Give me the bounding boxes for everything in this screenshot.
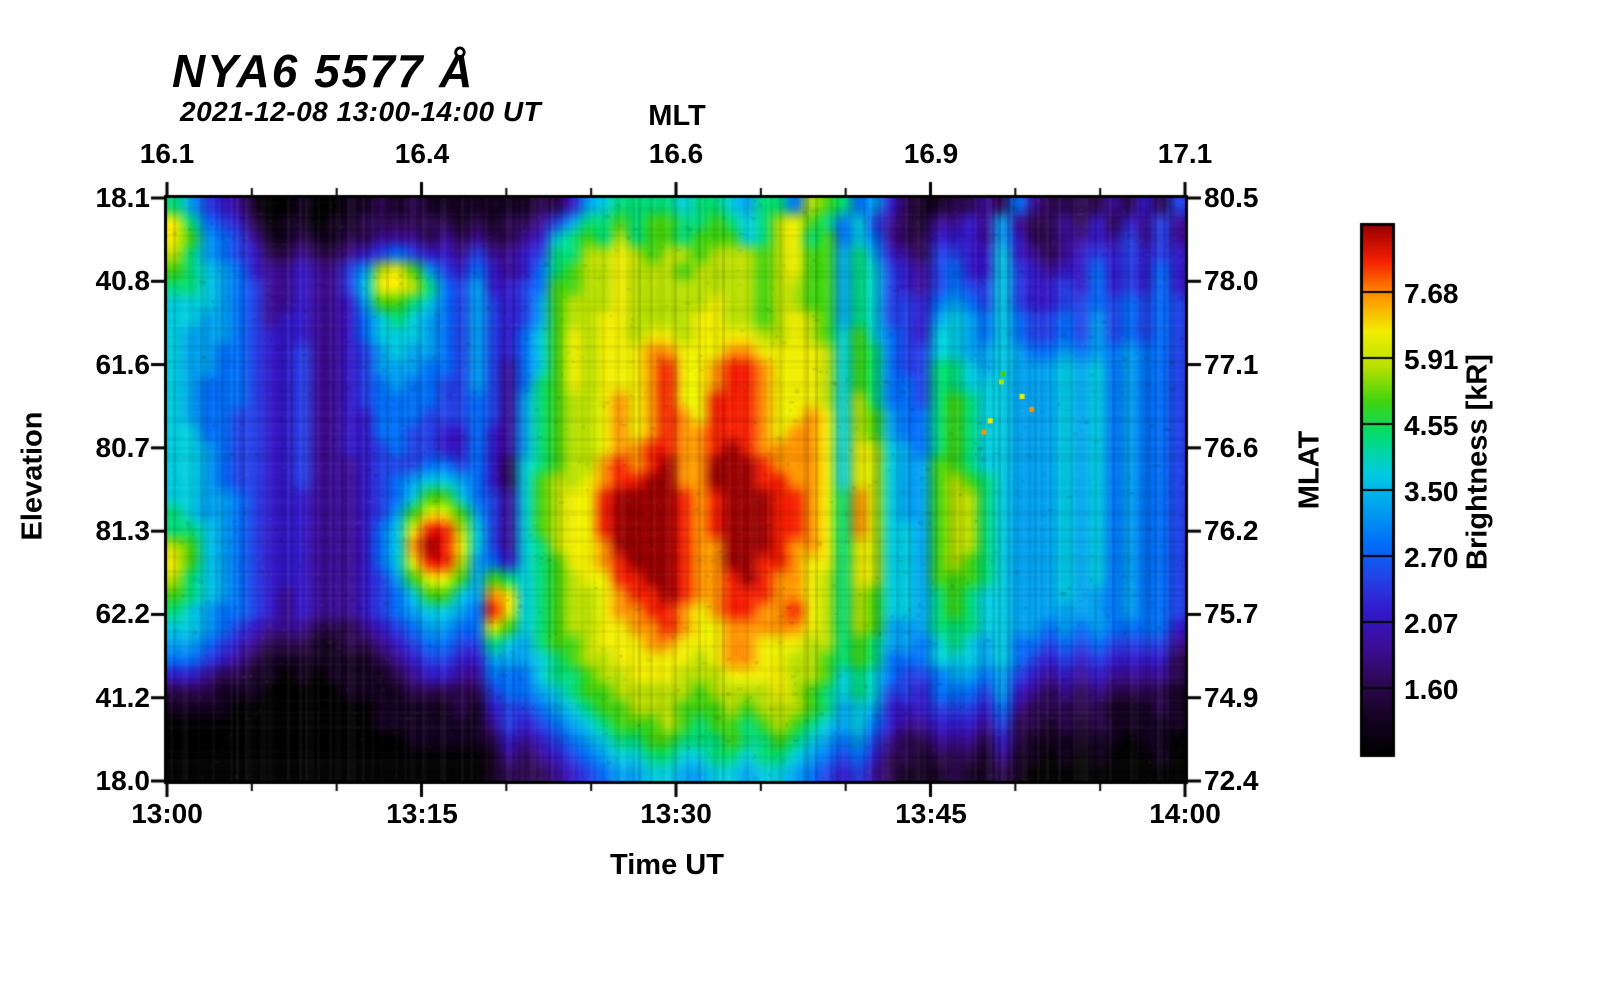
- right-tick-label: 72.4: [1204, 765, 1259, 796]
- right-tick-label: 76.2: [1204, 515, 1259, 546]
- bottom-axis-title: Time UT: [610, 849, 724, 881]
- right-tick-label: 80.5: [1204, 182, 1259, 213]
- colorbar-tick-label: 4.55: [1404, 410, 1459, 441]
- figure-subtitle: 2021-12-08 13:00-14:00 UT: [180, 96, 542, 127]
- top-tick-label: 16.4: [394, 138, 450, 169]
- colorbar-tick-label: 1.60: [1404, 674, 1459, 705]
- right-tick-label: 78.0: [1204, 265, 1259, 296]
- top-tick-label: 17.1: [1157, 138, 1213, 169]
- left-tick-label: 80.7: [95, 432, 151, 463]
- colorbar-tick-label: 5.91: [1404, 344, 1459, 375]
- colorbar-tick-label: 7.68: [1404, 278, 1459, 309]
- right-tick-label: 75.7: [1204, 598, 1259, 629]
- bottom-tick-label: 13:30: [640, 798, 712, 829]
- bottom-tick-label: 13:00: [131, 798, 203, 829]
- left-tick-label: 61.6: [95, 349, 151, 380]
- top-tick-label: 16.1: [139, 138, 195, 169]
- figure-title: NYA6 5577 Å: [172, 45, 475, 97]
- left-axis-title: Elevation: [16, 411, 49, 541]
- left-tick-label: 18.1: [95, 182, 151, 213]
- bottom-tick-label: 14:00: [1149, 798, 1221, 829]
- colorbar-tick-label: 2.70: [1404, 542, 1459, 573]
- left-tick-label: 81.3: [95, 515, 151, 546]
- right-tick-label: 77.1: [1204, 349, 1259, 380]
- top-tick-label: 16.9: [903, 138, 959, 169]
- colorbar-title: Brightness [kR]: [1461, 354, 1494, 570]
- colorbar-tick-label: 2.07: [1404, 608, 1459, 639]
- right-tick-label: 76.6: [1204, 432, 1259, 463]
- left-tick-label: 40.8: [95, 265, 151, 296]
- right-tick-label: 74.9: [1204, 682, 1259, 713]
- left-tick-label: 62.2: [95, 598, 151, 629]
- left-tick-label: 18.0: [95, 765, 151, 796]
- left-tick-label: 41.2: [95, 682, 151, 713]
- right-axis-title: MLAT: [1293, 430, 1326, 510]
- colorbar-tick-label: 3.50: [1404, 476, 1459, 507]
- top-axis-title: MLT: [648, 100, 706, 132]
- bottom-tick-label: 13:15: [386, 798, 458, 829]
- top-tick-label: 16.6: [648, 138, 704, 169]
- bottom-tick-label: 13:45: [895, 798, 967, 829]
